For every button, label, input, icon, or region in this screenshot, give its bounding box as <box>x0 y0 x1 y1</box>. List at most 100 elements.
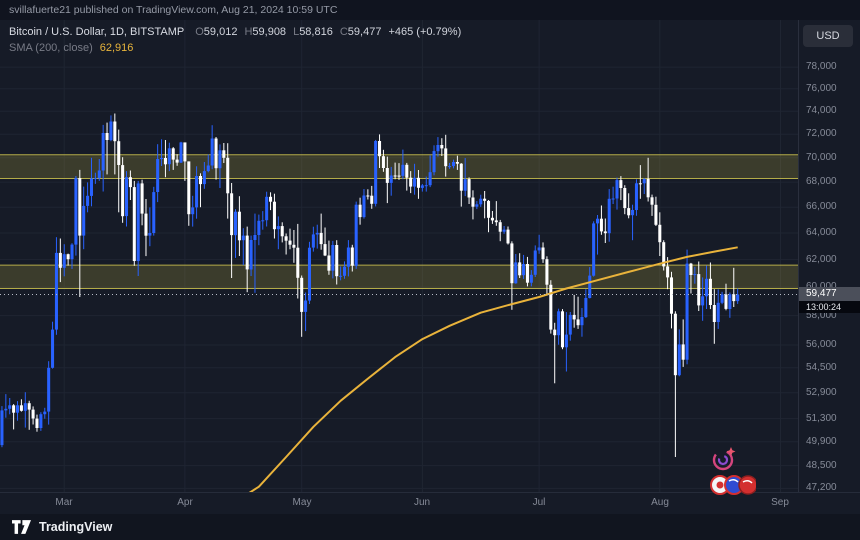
candle-body <box>214 138 218 169</box>
candle-body <box>413 177 417 187</box>
candle-body <box>514 262 518 284</box>
candle-body <box>342 266 347 276</box>
candle-body <box>440 145 444 149</box>
candle-body <box>560 311 565 348</box>
candle-body <box>35 418 39 428</box>
tradingview-logo-icon[interactable] <box>12 520 31 534</box>
indicator-row: SMA (200, close) 62,916 <box>9 42 461 54</box>
candle-body <box>510 243 514 284</box>
tradingview-brand[interactable]: TradingView <box>39 520 113 534</box>
ohlc-open: O 59,012 <box>195 26 238 38</box>
candle-body <box>424 185 428 187</box>
candle-body <box>70 244 74 260</box>
candle-body <box>4 408 8 411</box>
candle-body <box>463 179 467 191</box>
candle-body <box>292 244 296 248</box>
candle-body <box>428 172 432 186</box>
candle-body <box>19 405 23 411</box>
bar-countdown: 13:00:24 <box>799 301 860 313</box>
candle-body <box>483 198 487 201</box>
time-axis-label: Jun <box>413 497 431 508</box>
candle-body <box>564 334 568 348</box>
candle-body <box>226 157 230 194</box>
symbol-title: Bitcoin / U.S. Dollar, 1D, BITSTAMP <box>9 26 185 38</box>
ohlc-close: C 59,477 <box>339 26 382 38</box>
time-axis-label: May <box>292 497 312 508</box>
candle-body <box>701 296 705 306</box>
candle-body <box>354 204 358 266</box>
candle-body <box>261 220 265 222</box>
candle-body <box>39 414 43 428</box>
candle-body <box>78 178 82 236</box>
candle-body <box>677 344 681 376</box>
candle-body <box>459 163 463 191</box>
candle-body <box>681 344 685 360</box>
candle-body <box>284 236 288 241</box>
candle-body <box>662 242 666 267</box>
candle-body <box>183 142 187 162</box>
candle-body <box>0 410 4 446</box>
price-axis-label: 58,000 <box>806 310 837 321</box>
candle-body <box>708 278 712 305</box>
candle-body <box>66 254 70 260</box>
candle-body <box>607 198 611 234</box>
candle-body <box>693 274 697 276</box>
candle-body <box>638 183 642 185</box>
candle-body <box>724 294 728 309</box>
ohlc-high: H 59,908 <box>244 26 287 38</box>
candle-body <box>362 195 366 218</box>
candle-body <box>525 264 529 283</box>
candle-body <box>218 150 222 169</box>
candle-body <box>416 177 420 188</box>
candle-body <box>654 204 658 225</box>
candle-body <box>716 302 720 322</box>
currency-button[interactable]: USD <box>803 25 853 47</box>
candle-body <box>257 220 261 235</box>
price-axis-label: 70,000 <box>806 152 837 163</box>
candle-body <box>300 277 304 312</box>
candle-body <box>366 195 370 197</box>
candle-body <box>31 409 35 419</box>
candle-body <box>541 247 545 260</box>
candle-body <box>646 178 650 198</box>
candle-body <box>136 183 140 261</box>
candle-body <box>634 183 638 210</box>
candle-body <box>346 247 350 267</box>
candle-body <box>8 405 12 409</box>
candle-body <box>705 278 709 297</box>
price-axis: 59,477 13:00:24 78,000 76,000 74,000 72,000… <box>798 20 860 493</box>
candle-body <box>241 235 245 241</box>
candle-body <box>669 277 674 314</box>
time-axis-label: Aug <box>651 497 669 508</box>
candle-body <box>596 218 600 224</box>
price-pane-svg <box>0 20 798 492</box>
candle-body <box>27 403 31 410</box>
candle-body <box>557 311 561 336</box>
candle-body <box>191 207 195 215</box>
candle-body <box>152 192 156 233</box>
candle-body <box>319 232 323 245</box>
candle-body <box>206 165 210 172</box>
candle-body <box>160 158 164 160</box>
candle-body <box>339 275 343 277</box>
candle-body <box>370 195 374 204</box>
price-pane: Bitcoin / U.S. Dollar, 1D, BITSTAMP O 59,… <box>0 20 798 495</box>
candle-body <box>533 250 537 275</box>
candle-body <box>12 405 16 413</box>
sma-line <box>248 246 738 492</box>
candle-body <box>666 266 670 278</box>
candle-body <box>307 247 311 301</box>
candle-body <box>545 259 549 285</box>
candle-body <box>619 180 623 188</box>
candle-body <box>179 142 183 163</box>
candle-body <box>74 178 78 245</box>
candle-body <box>237 211 241 241</box>
candle-body <box>506 229 510 244</box>
candle-body <box>689 263 693 275</box>
candle-body <box>23 403 27 411</box>
candle-body <box>728 294 732 309</box>
candle-body <box>253 235 257 240</box>
candle-body <box>304 300 308 312</box>
price-axis-label: 52,900 <box>806 387 837 398</box>
